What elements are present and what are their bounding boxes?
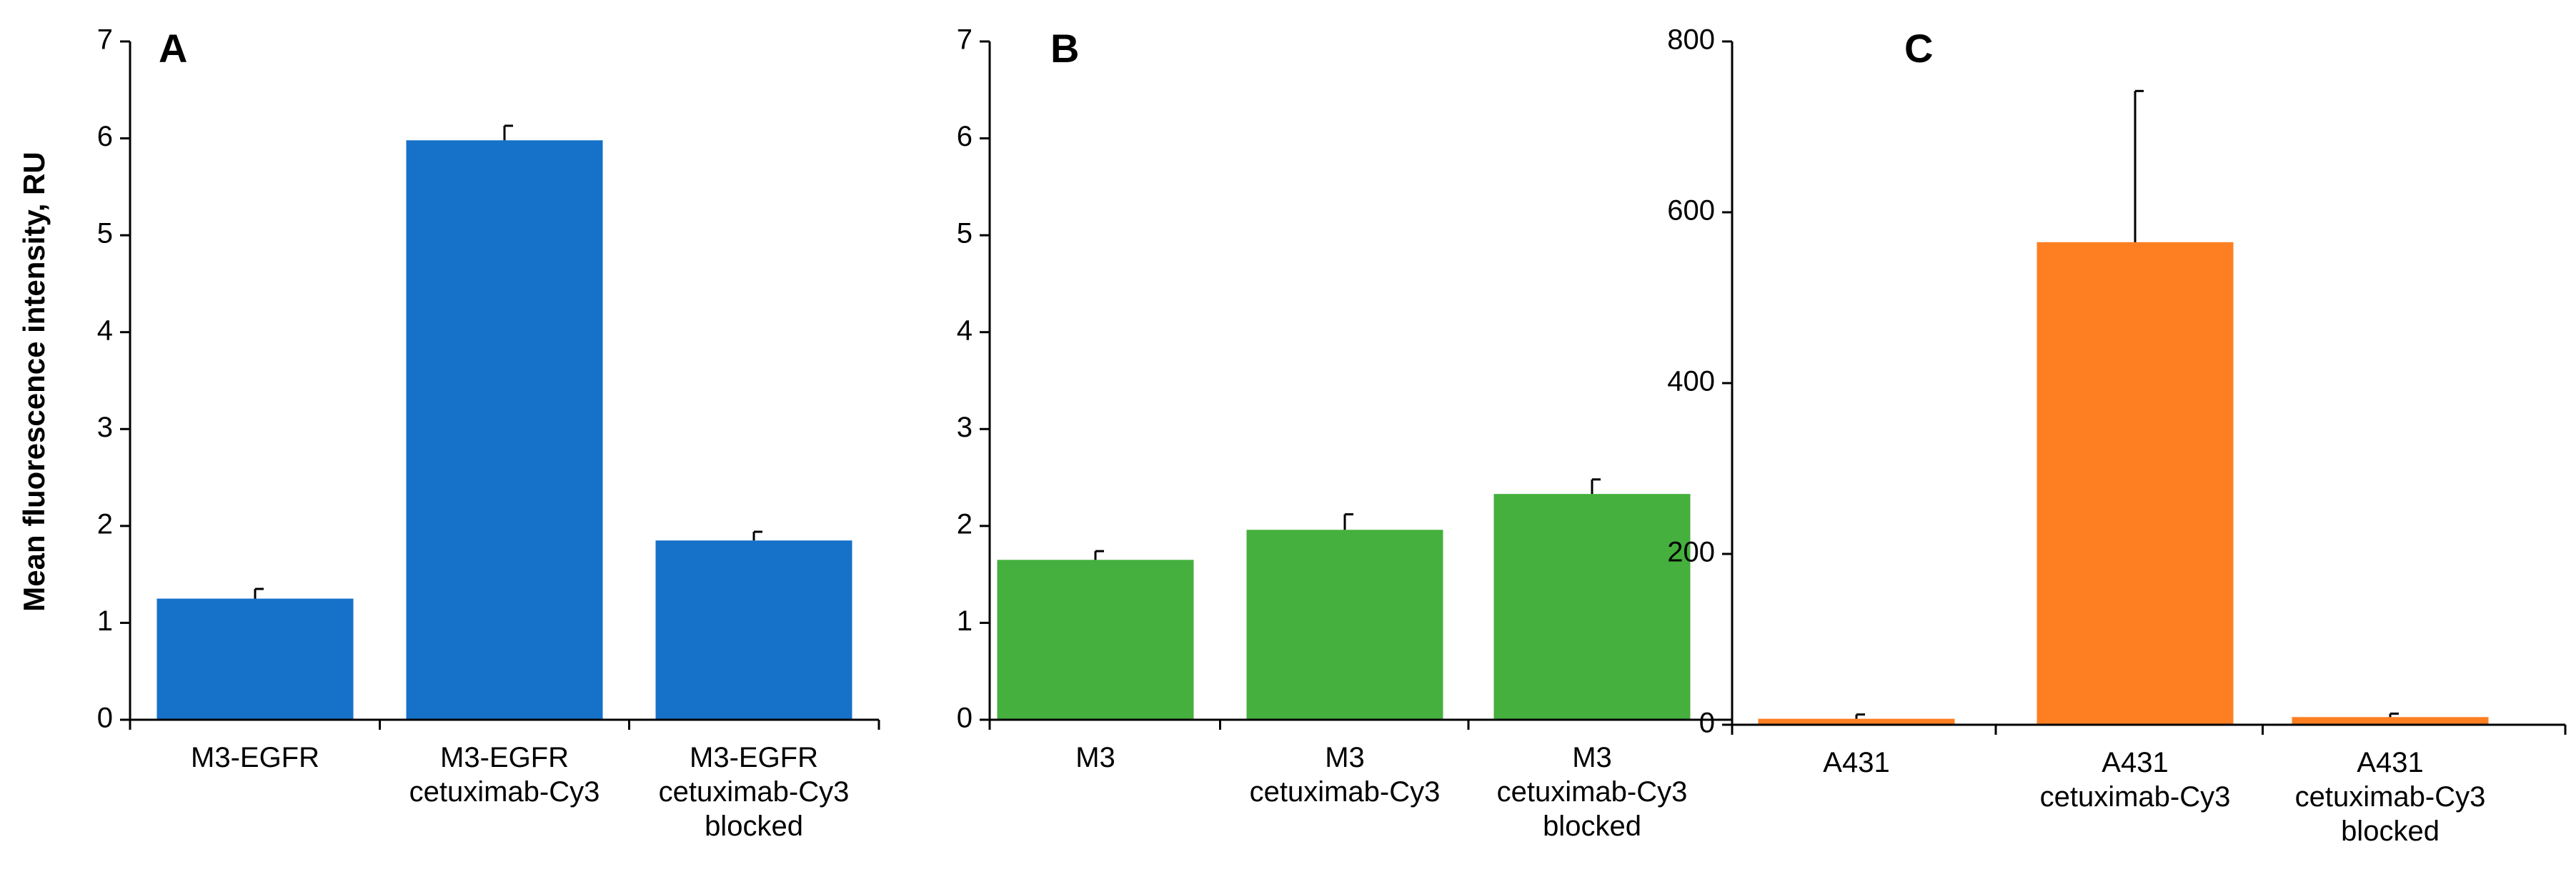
- bar: [2037, 242, 2234, 725]
- category-label-line: blocked: [1543, 811, 1641, 842]
- category-label-line: A431: [2357, 747, 2423, 778]
- y-tick-label: 600: [1667, 195, 1715, 227]
- panel-label: B: [1050, 26, 1079, 71]
- y-tick-label: 400: [1667, 366, 1715, 397]
- category-label: M3: [1075, 742, 1115, 773]
- y-tick-label: 200: [1667, 537, 1715, 568]
- category-label-line: M3: [1075, 742, 1115, 773]
- category-label-line: A431: [1823, 747, 1889, 778]
- y-tick-label: 3: [97, 412, 113, 443]
- category-label-line: cetuximab-Cy3: [659, 776, 850, 808]
- y-tick-label: 6: [97, 121, 113, 152]
- y-tick-label: 1: [97, 605, 113, 637]
- panel-label: A: [159, 26, 187, 71]
- bar: [156, 598, 354, 720]
- category-label: M3-EGFR cetuximab-Cy3 blocked: [659, 742, 850, 842]
- bar: [1758, 718, 1955, 725]
- category-label: A431 cetuximab-Cy3 blocked: [2295, 747, 2486, 847]
- category-label: A431 cetuximab-Cy3: [2040, 747, 2231, 813]
- category-label-line: cetuximab-Cy3: [2040, 781, 2231, 813]
- y-tick-label: 4: [97, 314, 113, 346]
- bar: [1493, 494, 1691, 720]
- y-tick-label: 6: [957, 121, 973, 152]
- category-label: M3-EGFR: [191, 742, 319, 773]
- y-tick-label: 1: [957, 605, 973, 637]
- category-label-line: M3-EGFR: [440, 742, 569, 773]
- category-label: M3-EGFR cetuximab-Cy3: [409, 742, 600, 808]
- category-label-line: A431: [2102, 747, 2168, 778]
- bar: [997, 560, 1194, 720]
- y-axis-label: Mean fluorescence intensity, RU: [17, 152, 51, 611]
- y-tick-label: 0: [957, 703, 973, 734]
- category-label: A431: [1823, 747, 1889, 778]
- bar: [2292, 717, 2489, 725]
- category-label-line: M3-EGFR: [191, 742, 319, 773]
- y-tick-label: 5: [957, 218, 973, 249]
- category-label-line: cetuximab-Cy3: [1497, 776, 1688, 808]
- category-label-line: cetuximab-Cy3: [2295, 781, 2486, 813]
- y-tick-label: 4: [957, 314, 973, 346]
- bar: [406, 140, 603, 720]
- y-tick-label: 2: [957, 508, 973, 540]
- bar: [655, 540, 852, 720]
- y-tick-label: 800: [1667, 24, 1715, 56]
- category-label-line: M3: [1572, 742, 1612, 773]
- y-tick-label: 2: [97, 508, 113, 540]
- y-tick-label: 0: [97, 703, 113, 734]
- category-label-line: blocked: [2341, 816, 2440, 847]
- y-tick-label: 7: [957, 24, 973, 56]
- category-label-line: cetuximab-Cy3: [409, 776, 600, 808]
- category-label-line: M3: [1325, 742, 1365, 773]
- category-label-line: M3-EGFR: [690, 742, 818, 773]
- category-label: M3 cetuximab-Cy3: [1250, 742, 1441, 808]
- panel-label: C: [1904, 26, 1933, 71]
- category-label-line: cetuximab-Cy3: [1250, 776, 1441, 808]
- y-tick-label: 0: [1699, 708, 1715, 739]
- category-label-line: blocked: [705, 811, 803, 842]
- y-tick-label: 5: [97, 218, 113, 249]
- y-tick-label: 3: [957, 412, 973, 443]
- category-label: M3 cetuximab-Cy3 blocked: [1497, 742, 1688, 842]
- y-tick-label: 7: [97, 24, 113, 56]
- bar: [1246, 530, 1443, 720]
